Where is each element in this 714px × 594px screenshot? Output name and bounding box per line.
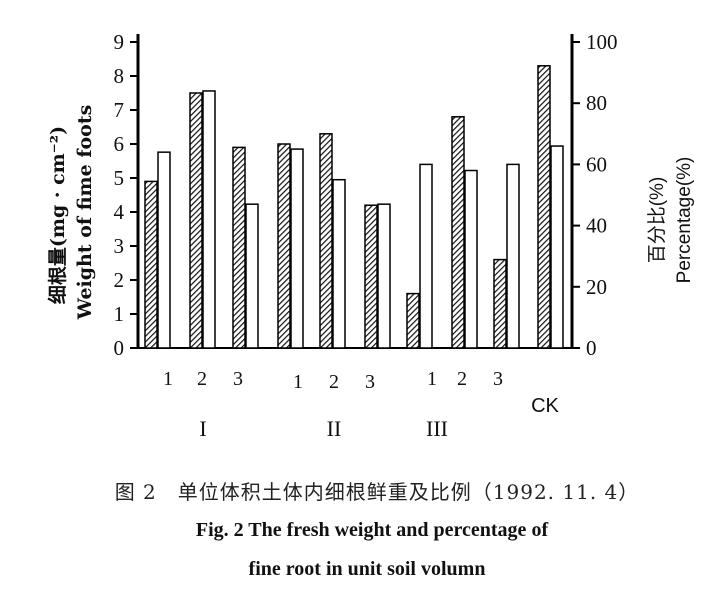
category-label: CK (531, 395, 559, 417)
category-label: 3 (365, 371, 375, 393)
percentage-bar (332, 178, 346, 349)
left-tick-label: 1 (114, 302, 125, 326)
category-label: 2 (197, 368, 207, 390)
left-tick-label: 2 (114, 268, 125, 292)
right-tick-label: 20 (586, 275, 607, 299)
weight-bar (319, 133, 333, 349)
group-label: III (426, 416, 448, 441)
category-label: 3 (493, 368, 503, 390)
percentage-bar (377, 203, 391, 349)
weight-bar (537, 65, 551, 349)
category-label: 1 (293, 371, 303, 393)
left-tick-label: 7 (114, 98, 125, 122)
weight-bar (277, 143, 291, 349)
right-tick-label: 60 (586, 152, 607, 176)
right-tick-label: 80 (586, 91, 607, 115)
category-label: 1 (163, 368, 173, 390)
category-label: 2 (457, 368, 467, 390)
weight-bar (189, 92, 203, 349)
weight-bar (364, 204, 378, 349)
left-tick-label: 4 (114, 200, 125, 224)
right-tick-label: 0 (586, 336, 597, 360)
left-tick-label: 8 (114, 64, 125, 88)
right-tick-label: 40 (586, 214, 607, 238)
group-label: II (327, 416, 342, 441)
category-label: 2 (329, 371, 339, 393)
group-label: I (199, 416, 206, 441)
right-tick-label: 100 (586, 30, 618, 54)
weight-bar (232, 146, 246, 349)
category-label: 1 (427, 368, 437, 390)
chart: 0 1 2 3 4 5 6 7 8 9 0 20 40 60 80 100 1 2 3 1 2 3 1 2 3 CK I II III 细… (46, 30, 695, 441)
percentage-bar (245, 203, 259, 349)
weight-bar (144, 180, 158, 349)
percentage-bar (419, 163, 433, 349)
right-axis-title-chinese: 百分比(%) (646, 177, 668, 264)
caption-chinese: 图 2 单位体积土体内细根鲜重及比例（1992. 11. 4） (114, 480, 640, 504)
weight-bar (493, 258, 507, 349)
percentage-bar (202, 90, 216, 349)
figure-caption: 图 2 单位体积土体内细根鲜重及比例（1992. 11. 4） Fig. 2 T… (0, 476, 714, 581)
left-axis-title-english: Weight of fime foots (74, 105, 96, 321)
caption-english-line1: Fig. 2 The fresh weight and percentage o… (195, 519, 549, 541)
category-label: 3 (233, 368, 243, 390)
bars (144, 65, 564, 349)
left-tick-label: 6 (114, 132, 125, 156)
percentage-bar (506, 163, 520, 349)
left-tick-label: 0 (114, 336, 125, 360)
weight-bar (451, 116, 465, 349)
left-tick-label: 3 (114, 234, 125, 258)
weight-bar (406, 292, 420, 349)
right-axis-title-english: Percentage(%) (674, 157, 695, 284)
percentage-bar (290, 148, 304, 349)
percentage-bar (157, 151, 171, 349)
percentage-bar (550, 145, 564, 349)
percentage-bar (464, 169, 478, 349)
left-tick-label: 9 (114, 30, 125, 54)
left-tick-label: 5 (114, 166, 125, 190)
caption-english-line2: fine root in unit soil volumn (248, 558, 486, 580)
left-axis-title-chinese: 细根量(mg · cm⁻²) (46, 126, 69, 304)
